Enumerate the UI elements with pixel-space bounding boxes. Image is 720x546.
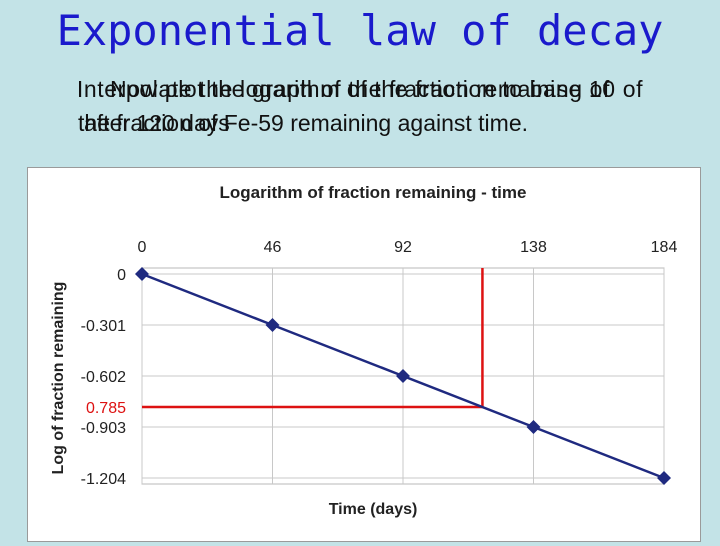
slide-text-overlap-2: Interpolate the logarithm of the fractio… <box>76 76 644 102</box>
slide-text-overlap-3: the fraction of Fe-59 remaining against … <box>78 110 529 136</box>
y-tick-label: 0 <box>117 267 126 284</box>
chart-title: Logarithm of fraction remaining - time <box>220 183 527 202</box>
x-tick-label: 0 <box>138 239 147 256</box>
x-tick-label: 138 <box>520 239 547 256</box>
grid <box>141 267 665 485</box>
interpolation-lines <box>142 268 484 409</box>
x-tick-label: 46 <box>264 239 282 256</box>
y-tick-label: -0.602 <box>81 369 126 386</box>
y-axis-label: Log of fraction remaining <box>50 282 67 475</box>
y-tick-label: -0.903 <box>81 420 126 437</box>
y-tick-label: -0.301 <box>81 318 126 335</box>
x-axis-label: Time (days) <box>329 501 418 518</box>
chart-svg: Logarithm of fraction remaining - time T… <box>50 183 678 518</box>
y-tick-label: -1.204 <box>81 471 126 488</box>
x-tick-label: 184 <box>651 239 678 256</box>
data-point-marker <box>135 267 149 281</box>
interpolated-value-label: 0.785 <box>86 400 126 417</box>
data-point-marker <box>265 318 280 332</box>
x-tick-label: 92 <box>394 239 412 256</box>
chart-panel: Logarithm of fraction remaining - time T… <box>27 167 701 542</box>
data-point-marker <box>526 420 541 434</box>
tick-labels: 0 46 92 138 184 0 -0.301 -0.602 -0.903 -1.204 0.78… <box>81 239 678 488</box>
slide-text-overlap-1: Now plot the graph of the fraction remai… <box>110 76 610 102</box>
data-point-marker <box>396 369 410 383</box>
slide-text-overlap-4: after 120 days <box>84 110 230 136</box>
series <box>135 267 671 485</box>
data-point-marker <box>657 471 671 485</box>
slide-title: Exponential law of decay <box>56 6 664 55</box>
